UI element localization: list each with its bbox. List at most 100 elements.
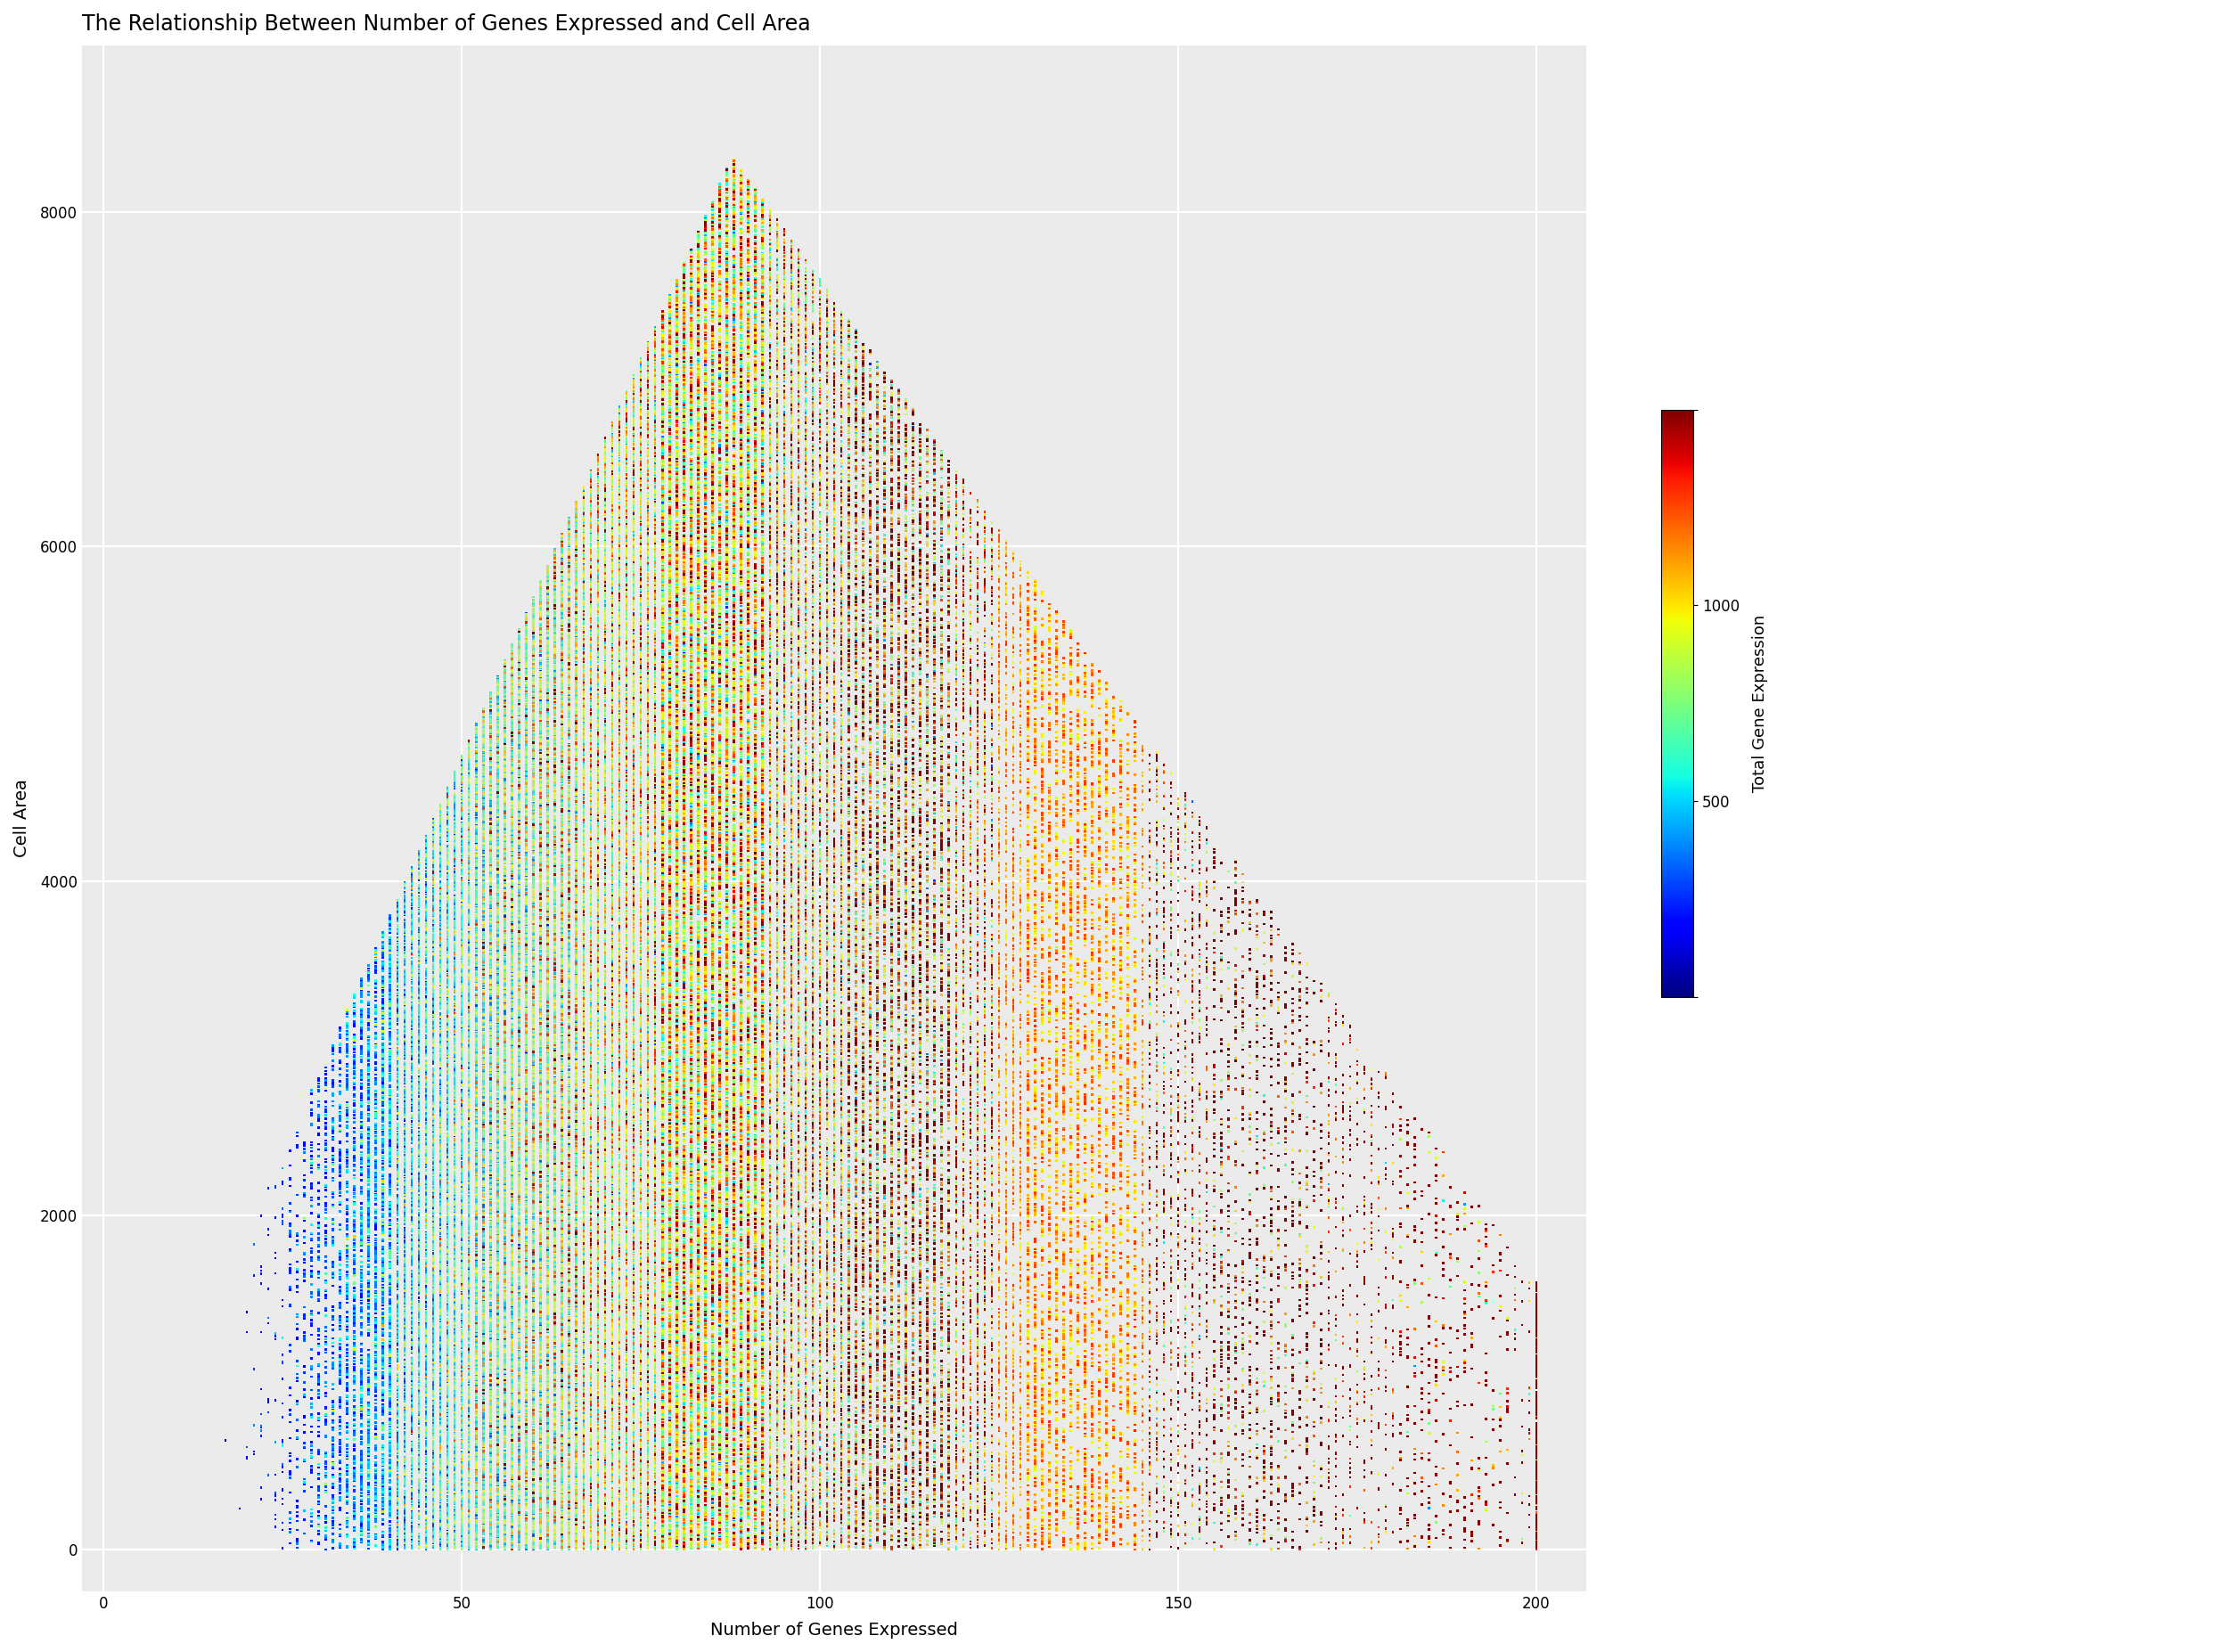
Point: [566, 1087, 601, 1113]
Point: [723, 669, 759, 695]
Point: [888, 1350, 923, 1376]
Point: [473, 1437, 508, 1464]
Point: [530, 1208, 566, 1234]
Point: [479, 866, 515, 892]
Point: [701, 524, 737, 550]
Point: [894, 396, 930, 423]
Point: [366, 1221, 402, 1247]
Point: [559, 565, 595, 591]
Point: [752, 1429, 788, 1455]
Point: [859, 1117, 894, 1143]
Point: [974, 578, 1010, 605]
Point: [544, 1459, 579, 1485]
Point: [566, 510, 601, 537]
Point: [430, 1469, 466, 1495]
Point: [945, 952, 981, 978]
Point: [681, 292, 717, 319]
Point: [717, 572, 752, 598]
Point: [830, 1252, 865, 1279]
Point: [315, 1434, 351, 1460]
Point: [244, 1260, 280, 1287]
Point: [437, 796, 473, 823]
Point: [681, 1399, 717, 1426]
Point: [537, 1345, 573, 1371]
Point: [466, 748, 501, 775]
Point: [1138, 1099, 1174, 1125]
Point: [524, 819, 559, 846]
Point: [681, 314, 717, 340]
Point: [624, 477, 659, 504]
Point: [537, 1260, 573, 1287]
Point: [466, 836, 501, 862]
Point: [459, 869, 495, 895]
Point: [386, 1411, 422, 1437]
Point: [393, 1019, 428, 1046]
Point: [501, 1300, 537, 1327]
Point: [544, 1446, 579, 1472]
Point: [823, 775, 859, 801]
Point: [666, 1441, 701, 1467]
Point: [553, 712, 588, 738]
Point: [688, 1009, 723, 1036]
Point: [746, 1411, 781, 1437]
Point: [1260, 1510, 1296, 1536]
Point: [659, 1110, 695, 1137]
Point: [595, 431, 630, 458]
Point: [473, 1229, 508, 1256]
Point: [408, 1384, 444, 1411]
Point: [595, 1260, 630, 1287]
Point: [379, 1469, 415, 1495]
Point: [845, 1365, 881, 1391]
Point: [422, 1004, 457, 1031]
Point: [608, 1011, 644, 1037]
Point: [544, 828, 579, 854]
Point: [781, 532, 817, 558]
Point: [1183, 1183, 1218, 1209]
Point: [701, 1308, 737, 1335]
Point: [695, 1070, 730, 1097]
Point: [894, 854, 930, 881]
Point: [601, 510, 637, 537]
Point: [916, 894, 952, 920]
Point: [644, 349, 679, 375]
Point: [859, 704, 894, 730]
Point: [859, 1333, 894, 1360]
Point: [737, 727, 772, 753]
Point: [601, 1117, 637, 1143]
Point: [652, 928, 688, 955]
Point: [1061, 1221, 1096, 1247]
Point: [759, 605, 794, 631]
Point: [588, 626, 624, 653]
Point: [932, 1051, 967, 1077]
Point: [624, 1165, 659, 1191]
Point: [579, 1224, 615, 1251]
Point: [1054, 975, 1090, 1001]
Point: [1045, 897, 1081, 923]
Point: [710, 821, 746, 847]
Point: [624, 1262, 659, 1289]
Point: [781, 638, 817, 664]
Point: [746, 223, 781, 249]
Point: [1016, 1513, 1052, 1540]
Point: [624, 755, 659, 781]
Point: [617, 1041, 652, 1067]
Point: [637, 458, 672, 484]
Point: [393, 1290, 428, 1317]
Point: [945, 1493, 981, 1520]
Point: [939, 686, 974, 712]
Point: [373, 1133, 408, 1160]
Point: [1074, 1417, 1110, 1444]
Point: [717, 935, 752, 961]
Point: [1032, 626, 1067, 653]
Point: [717, 529, 752, 555]
Point: [486, 1297, 521, 1323]
Point: [794, 771, 830, 798]
Point: [508, 606, 544, 633]
Point: [916, 1191, 952, 1218]
Point: [637, 620, 672, 646]
Point: [579, 770, 615, 796]
Point: [524, 795, 559, 821]
Point: [659, 578, 695, 605]
Point: [781, 375, 817, 401]
Point: [601, 938, 637, 965]
